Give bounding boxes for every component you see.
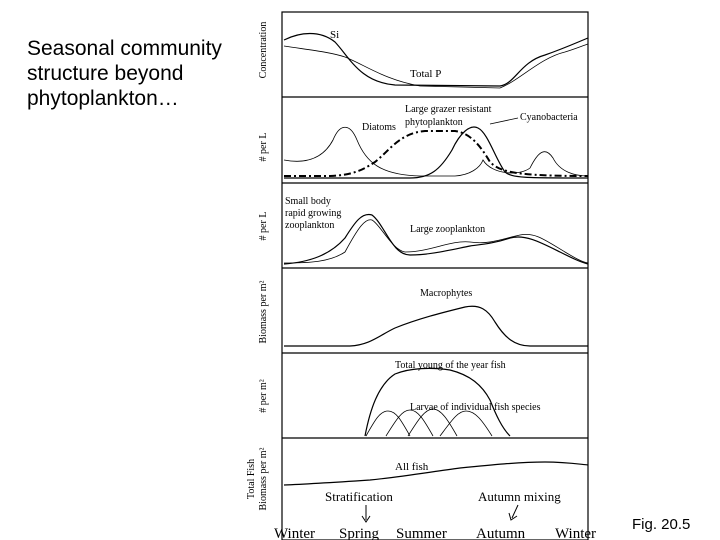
total-p-label: Total P [410, 68, 441, 80]
panel-5-ylabel: # per m² [258, 379, 269, 413]
larvae-curve [365, 410, 411, 437]
panel-6-ylabel-line-1: Total Fish [246, 459, 257, 499]
cyanobacteria-label: Cyanobacteria [520, 112, 578, 123]
autumn-mixing-arrow [511, 504, 519, 519]
large-zooplankton-curve [283, 219, 589, 264]
cyanobacteria-pointer [489, 117, 519, 125]
small-body-label: Small body [285, 196, 331, 207]
season-label-summer: Summer [396, 526, 447, 540]
panel-2-ylabel: # per L [258, 133, 269, 162]
zooplankton-label: zooplankton [285, 220, 334, 231]
season-label-autumn: Autumn [476, 526, 526, 540]
total-p-curve [283, 43, 589, 89]
macrophytes-curve [284, 305, 588, 347]
panel-4-ylabel: Biomass per m² [258, 281, 269, 344]
larvae-curve [439, 410, 493, 437]
phytoplankton-label: phytoplankton [405, 117, 463, 128]
figure-border [281, 11, 589, 540]
large-grazer-label: Large grazer resistant [405, 104, 492, 115]
panel-1-ylabel: Concentration [258, 22, 269, 79]
total-young-fish-label: Total young of the year fish [395, 360, 506, 371]
slide-title: Seasonal community structure beyond phyt… [27, 37, 222, 110]
large-zooplankton-label: Large zooplankton [410, 224, 485, 235]
panel-6-ylabel-line-2: Biomass per m² [258, 448, 269, 511]
season-label-winter-end: Winter [555, 526, 596, 540]
small-zooplankton-curve [283, 213, 589, 265]
diatoms-label: Diatoms [362, 122, 396, 133]
si-curve [283, 32, 589, 87]
rapid-growing-label: rapid growing [285, 208, 341, 219]
larvae-label: Larvae of individual fish species [410, 402, 541, 413]
all-fish-label: All fish [395, 461, 429, 473]
larvae-curve [385, 409, 434, 437]
si-label: Si [330, 29, 339, 41]
panel-frame [281, 11, 589, 540]
season-label-winter: Winter [274, 526, 315, 540]
total-young-fish-curve [364, 367, 511, 437]
all-fish-curve [283, 461, 589, 486]
cyanobacteria-curve [284, 126, 589, 179]
season-label-spring: Spring [339, 526, 380, 540]
panel-3-ylabel: # per L [258, 212, 269, 241]
autumn-mixing-label: Autumn mixing [478, 489, 561, 504]
diatoms-curve [283, 126, 589, 177]
larvae-curve [407, 408, 458, 437]
stratification-arrowhead [361, 515, 371, 523]
figure-label: Fig. 20.5 [632, 516, 691, 533]
grazer-resistant-phytoplankton-curve [284, 130, 589, 177]
stratification-label: Stratification [325, 489, 393, 504]
autumn-mixing-arrowhead [508, 512, 518, 521]
macrophytes-label: Macrophytes [420, 288, 472, 299]
